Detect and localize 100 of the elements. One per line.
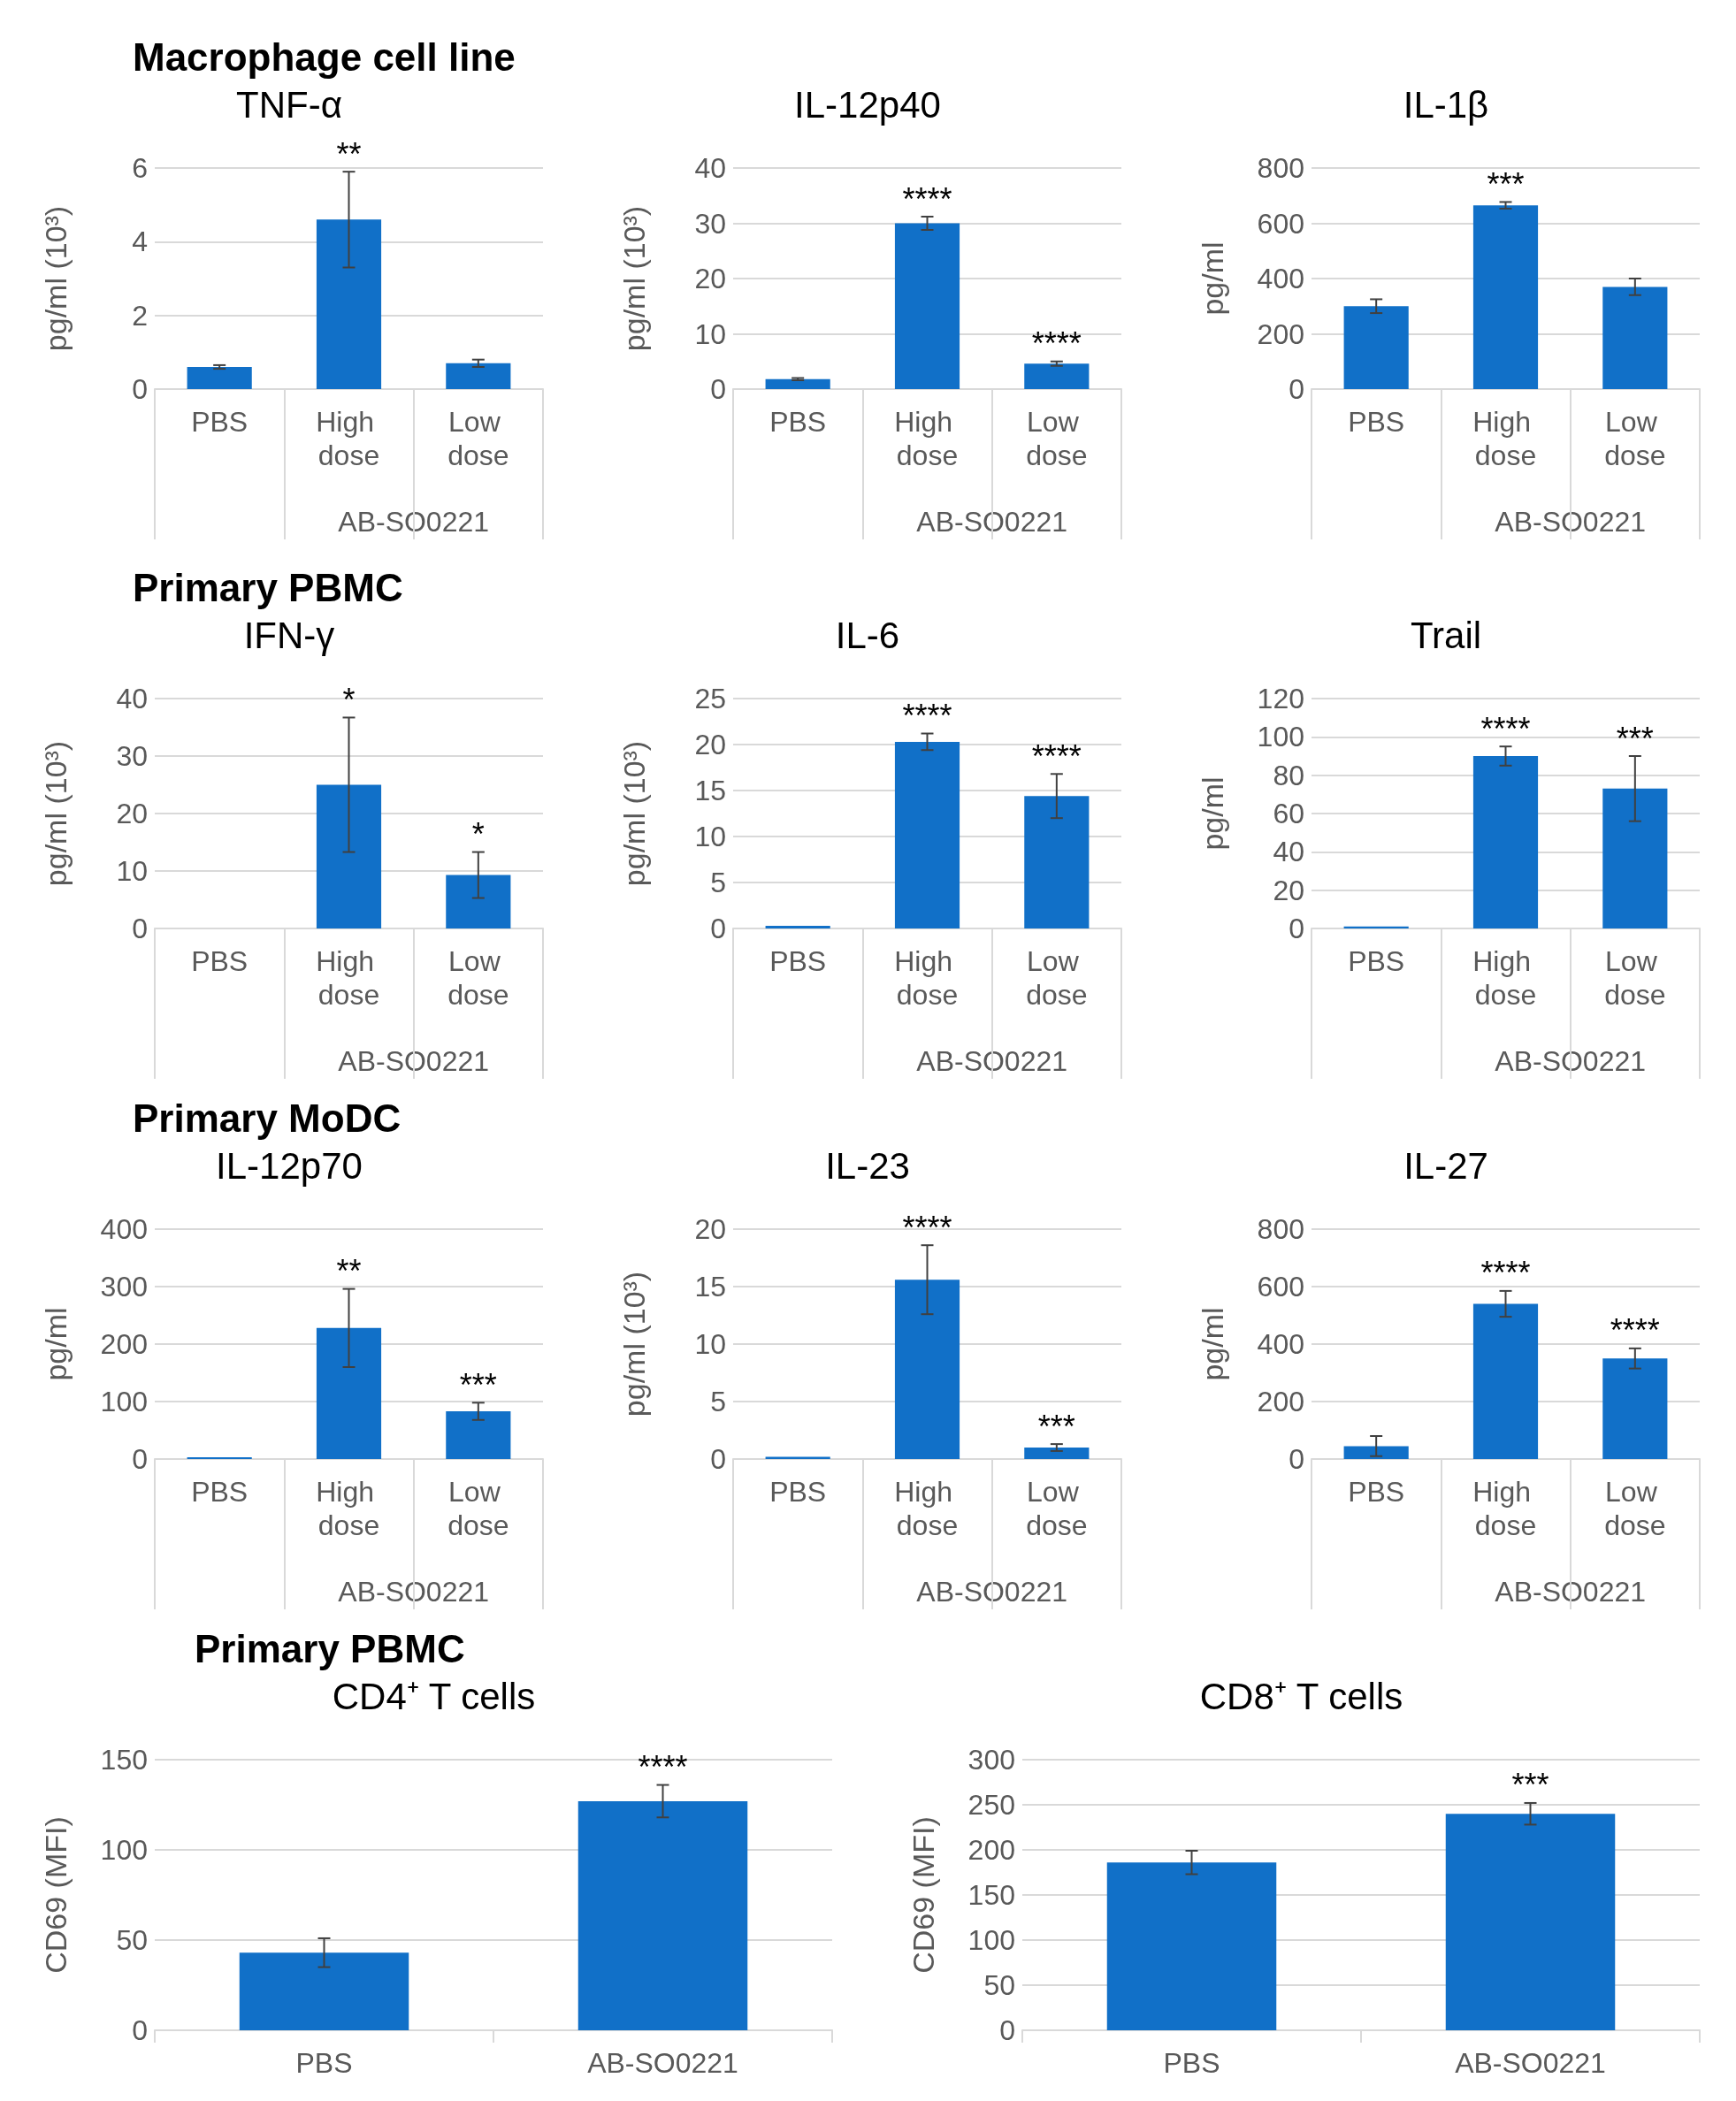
x-tick-label: High dose — [316, 406, 382, 471]
x-tick-label: Low dose — [1026, 1476, 1088, 1541]
y-tick-label: 400 — [1257, 1328, 1304, 1360]
text: Primary PBMC — [195, 1626, 465, 1670]
y-tick-label: 20 — [1273, 874, 1304, 906]
x-tick-label: Low dose — [1604, 1476, 1666, 1541]
bar — [1024, 796, 1090, 928]
x-tick-label: PBS — [191, 406, 249, 438]
chart-title: CD4⁺ T cells — [332, 1675, 536, 1717]
text: Primary MoDC — [133, 1096, 401, 1140]
x-axis-title: AB-SO0221 — [1495, 506, 1647, 538]
y-tick-label: 0 — [132, 1443, 148, 1475]
bar — [1602, 788, 1668, 928]
x-tick-label: High dose — [1472, 1476, 1539, 1541]
y-axis-title: pg/ml — [1196, 1307, 1229, 1381]
annotation: **** — [1610, 1312, 1660, 1349]
bar — [894, 223, 960, 389]
annotation: ** — [336, 1253, 362, 1290]
bar — [894, 741, 960, 928]
y-tick-label: 25 — [694, 683, 726, 714]
x-tick-label: High dose — [894, 406, 960, 471]
x-tick-label: Low dose — [447, 1476, 509, 1541]
y-tick-label: 20 — [116, 798, 148, 829]
annotation: *** — [459, 1366, 497, 1403]
chart-title: IL-1β — [1403, 83, 1489, 126]
x-axis-title: AB-SO0221 — [916, 506, 1068, 538]
annotation: * — [471, 816, 485, 853]
y-tick-label: 400 — [100, 1213, 148, 1245]
y-tick-label: 300 — [967, 1744, 1015, 1776]
y-tick-label: 6 — [132, 152, 148, 184]
x-tick-label: Low dose — [447, 945, 509, 1011]
bar — [316, 1327, 382, 1459]
y-tick-label: 200 — [967, 1834, 1015, 1866]
x-tick-label: High dose — [1472, 406, 1539, 471]
y-axis-title: pg/ml — [39, 1307, 73, 1381]
x-tick-label: PBS — [191, 945, 249, 977]
x-tick-label: PBS — [769, 1476, 827, 1508]
y-axis-title: pg/ml (10³) — [617, 740, 651, 887]
y-tick-label: 80 — [1273, 759, 1304, 791]
x-tick-label: PBS — [191, 1476, 249, 1508]
chart-title: IL-23 — [825, 1144, 910, 1187]
y-tick-label: 200 — [1257, 317, 1304, 350]
y-tick-label: 100 — [100, 1386, 148, 1417]
x-tick-label: PBS — [1348, 1476, 1405, 1508]
annotation: **** — [1480, 1255, 1531, 1292]
y-tick-label: 200 — [100, 1328, 148, 1360]
x-tick-label: AB-SO0221 — [587, 2047, 738, 2079]
x-axis-title: AB-SO0221 — [338, 1045, 490, 1077]
y-tick-label: 15 — [694, 775, 726, 806]
y-axis-title: pg/ml — [1196, 241, 1229, 316]
chart-title: CD8⁺ T cells — [1199, 1675, 1403, 1717]
annotation: *** — [1487, 165, 1525, 202]
annotation: **** — [902, 1209, 952, 1246]
bar — [1472, 205, 1539, 389]
bar — [894, 1280, 960, 1459]
chart-title: IL-27 — [1403, 1144, 1488, 1187]
y-tick-label: 20 — [694, 263, 726, 294]
y-tick-label: 250 — [967, 1789, 1015, 1821]
y-tick-label: 800 — [1257, 1213, 1304, 1245]
x-tick-label: High dose — [894, 945, 960, 1011]
bar — [446, 363, 511, 389]
text: Macrophage cell line — [133, 34, 516, 79]
y-tick-label: 60 — [1273, 798, 1304, 829]
x-tick-label: High dose — [316, 1476, 382, 1541]
x-axis-title: AB-SO0221 — [1495, 1576, 1647, 1608]
chart-title: IL-12p40 — [794, 83, 941, 126]
y-axis-title: pg/ml (10³) — [39, 740, 73, 887]
y-tick-label: 0 — [710, 373, 726, 405]
bar — [446, 1411, 511, 1459]
y-tick-label: 0 — [1289, 1443, 1304, 1475]
y-tick-label: 5 — [710, 1386, 726, 1417]
bar — [765, 1456, 830, 1459]
x-axis-title: AB-SO0221 — [916, 1576, 1068, 1608]
y-tick-label: 30 — [116, 740, 148, 772]
annotation: *** — [1511, 1767, 1549, 1804]
y-tick-label: 10 — [694, 821, 726, 852]
y-tick-label: 40 — [116, 683, 148, 714]
y-tick-label: 10 — [694, 1328, 726, 1360]
annotation: **** — [638, 1749, 688, 1786]
y-tick-label: 0 — [710, 913, 726, 944]
y-axis-title: pg/ml (10³) — [617, 205, 651, 352]
chart-title: IL-12p70 — [216, 1144, 363, 1187]
bar — [765, 925, 830, 928]
y-tick-label: 150 — [967, 1879, 1015, 1911]
y-tick-label: 100 — [1257, 721, 1304, 753]
annotation: **** — [1031, 737, 1082, 775]
x-tick-label: PBS — [769, 945, 827, 977]
bar — [765, 378, 830, 389]
y-tick-label: 150 — [100, 1744, 148, 1776]
y-tick-label: 0 — [1289, 373, 1304, 405]
chart-title: IFN-γ — [243, 614, 335, 656]
y-axis-title: pg/ml (10³) — [617, 1271, 651, 1417]
y-tick-label: 800 — [1257, 152, 1304, 184]
x-tick-label: Low dose — [1604, 945, 1666, 1011]
bar — [1602, 1358, 1668, 1459]
annotation: **** — [1480, 710, 1531, 747]
bar — [1343, 1446, 1409, 1459]
y-tick-label: 300 — [100, 1271, 148, 1303]
bar — [1472, 1303, 1539, 1459]
x-tick-label: PBS — [295, 2047, 353, 2079]
